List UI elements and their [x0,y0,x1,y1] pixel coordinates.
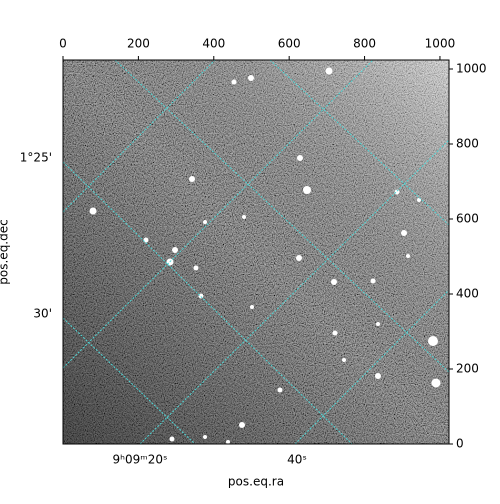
ra-tick-label: 9ʰ09ᵐ20ˢ [113,453,168,467]
y-tick-label: 0 [456,437,464,451]
sky-image [63,60,449,444]
dec-tick-label: 30' [33,307,52,321]
dec-tick-label: 1°25' [20,151,52,165]
y-tick-label: 800 [456,137,479,151]
y-tick-label: 400 [456,287,479,301]
x-axis-label: pos.eq.ra [228,475,284,489]
x-tick-label: 0 [59,37,67,51]
stars [89,67,441,444]
ra-tick-label: 40ˢ [287,453,307,467]
y-tick-label: 200 [456,362,479,376]
y-tick-label: 600 [456,212,479,226]
y-axis-label: pos.eq.dec [0,219,11,284]
x-tick-label: 200 [127,37,150,51]
coordinate-grid [63,60,449,444]
x-tick-label: 800 [353,37,376,51]
y-tick-label: 1000 [456,62,487,76]
x-tick-label: 400 [202,37,225,51]
x-tick-label: 600 [278,37,301,51]
plot-frame [62,59,450,445]
x-tick-label: 1000 [425,37,456,51]
